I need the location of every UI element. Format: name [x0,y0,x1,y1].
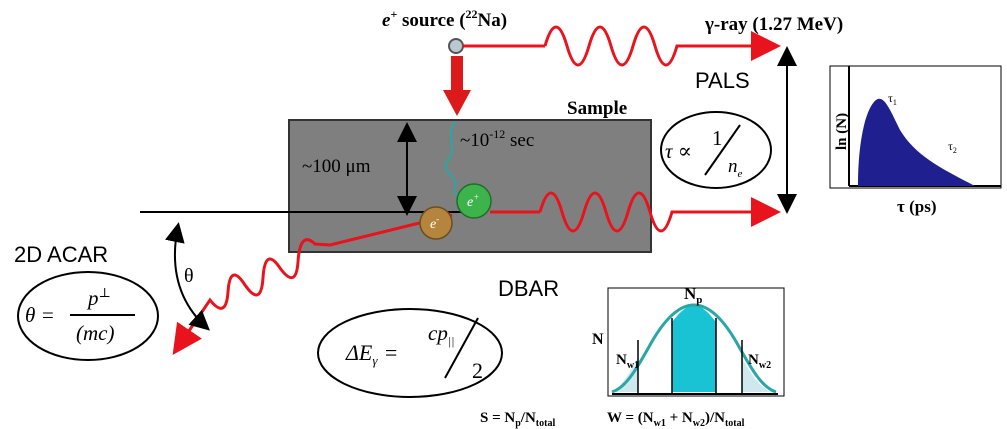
pals-formula-slash [704,124,741,176]
dbar-formula-den: 2 [472,358,483,383]
electron-label: e- [430,214,439,232]
pals-ylabel: ln (N) [834,113,850,150]
pals-lifetime-curve [858,98,975,186]
dbar-peak-fill [672,305,716,392]
sample-label: Sample [567,98,627,119]
dbar-label: DBAR [498,276,559,301]
source-label: e+ source (22Na) [382,7,507,31]
pals-tau2-label: τ2 [948,139,957,155]
dbar-nw2-label: Nw2 [748,352,771,371]
acar-formula-lhs: θ = [25,303,55,327]
electron-particle [419,206,453,240]
gamma-ray-label: γ-ray (1.27 MeV) [704,14,843,35]
injection-arrow-head [443,90,471,116]
dbar-wing-left [612,358,638,392]
pals-label: PALS [695,68,750,93]
pals-formula-num: 1 [712,126,723,150]
gamma-wave-left [172,213,453,355]
dbar-ylabel: N [592,331,604,348]
dbar-peak-curve [611,303,777,394]
pals-formula-den: ne [728,156,743,180]
positron-source [448,38,464,54]
injection-arrow-shaft [451,56,463,92]
dbar-formula-slash [444,317,479,379]
positron-particle [456,183,492,219]
w-parameter: W = (Nw1 + Nw2)/Ntotal [607,410,745,429]
pals-tau1-label: τ1 [888,91,897,107]
pals-xlabel: τ (ps) [897,197,936,216]
dbar-nw1-label: Nw1 [616,352,639,371]
thickness-label: ~100 μm [302,156,371,177]
dbar-formula-num: cp|| [428,321,454,348]
theta-label: θ [184,265,194,287]
dbar-formula-lhs: ΔEγ = [345,340,398,368]
time-label: ~10-12 sec [460,127,534,151]
acar-formula-den: (mc) [76,321,114,345]
gamma-wave-right [538,191,781,233]
acar-formula-num: p⊥ [86,285,111,310]
dbar-formula-ellipse [317,308,503,398]
positron-label: e+ [467,192,479,210]
dbar-wing-right [742,358,772,392]
dbar-np-label: Np [684,284,702,306]
gamma-wave-top [543,25,781,67]
acar-label: 2D ACAR [14,242,108,267]
pals-formula-lhs: τ ∝ [665,139,692,163]
s-parameter: S = Np/Ntotal [480,410,555,429]
pals-formula-ellipse [660,111,772,189]
theta-arc-arrow [165,222,210,331]
